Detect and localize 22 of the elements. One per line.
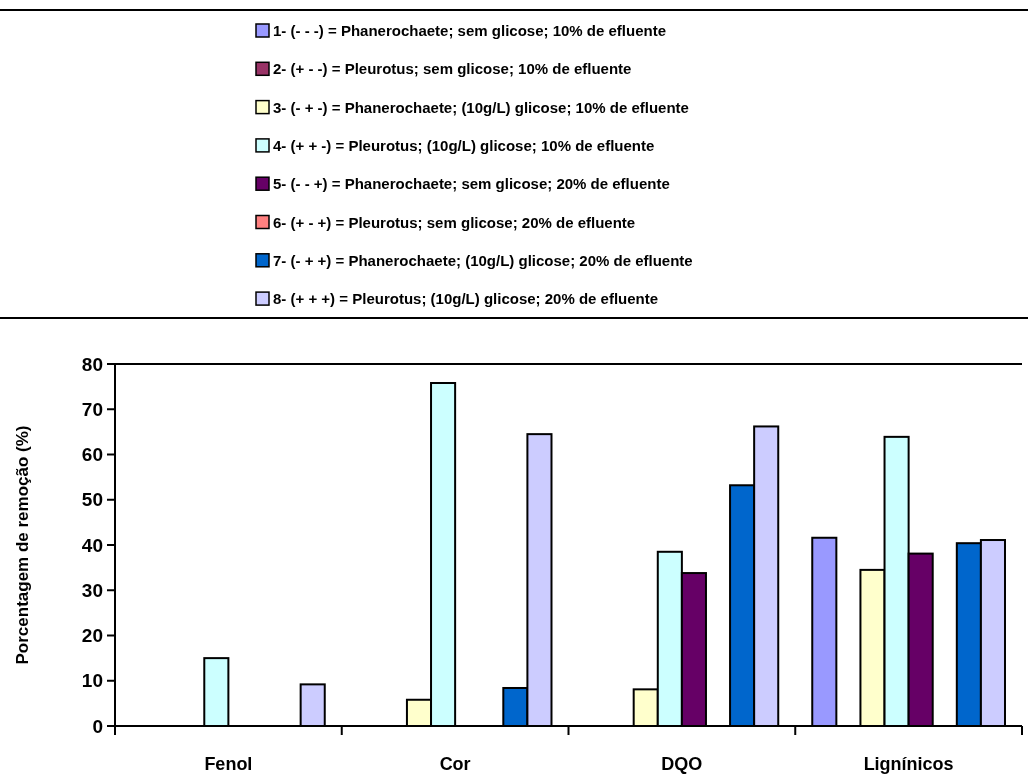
legend-label: 1- (- - -) = Phanerochaete; sem glicose; 10% de efluente (273, 22, 667, 39)
legend-label: 6- (+ - +) = Pleurotus; sem glicose; 20% de efluente (273, 213, 636, 231)
y-tick-label: 50 (81, 489, 103, 511)
legend-label: 8- (+ + +) = Pleurotus; (10g/L) glicose; 20% de efluente (273, 290, 659, 308)
legend-label: 4- (+ + -) = Pleurotus; (10g/L) glicose; 10% de efluente (273, 136, 655, 154)
y-axis-title: Porcentagem de remoção (%) (13, 425, 32, 665)
legend-label: 5- (- - +) = Phanerochaete; sem glicose; 20% de efluente (273, 175, 670, 193)
y-tick-label: 70 (81, 398, 103, 420)
y-tick-label: 10 (81, 670, 103, 692)
x-tick-label: DQO (661, 754, 703, 774)
y-tick-label: 40 (81, 534, 103, 556)
legend-label: 3- (- + -) = Phanerochaete; (10g/L) glicose; 10% de efluente (273, 98, 689, 116)
legend-label: 2- (+ - -) = Pleurotus; sem glicose; 10% de efluente (273, 60, 632, 78)
y-tick-label: 60 (81, 444, 103, 466)
legend-label: 7- (- + +) = Phanerochaete; (10g/L) glicose; 20% de efluente (273, 251, 693, 269)
y-tick-label: 30 (81, 579, 103, 601)
y-tick-label: 0 (92, 715, 103, 737)
y-tick-label: 20 (81, 625, 103, 647)
x-tick-label: Lignínicos (863, 754, 954, 774)
x-tick-label: Fenol (204, 754, 253, 774)
y-tick-label: 80 (81, 353, 103, 375)
x-tick-label: Cor (439, 754, 471, 774)
